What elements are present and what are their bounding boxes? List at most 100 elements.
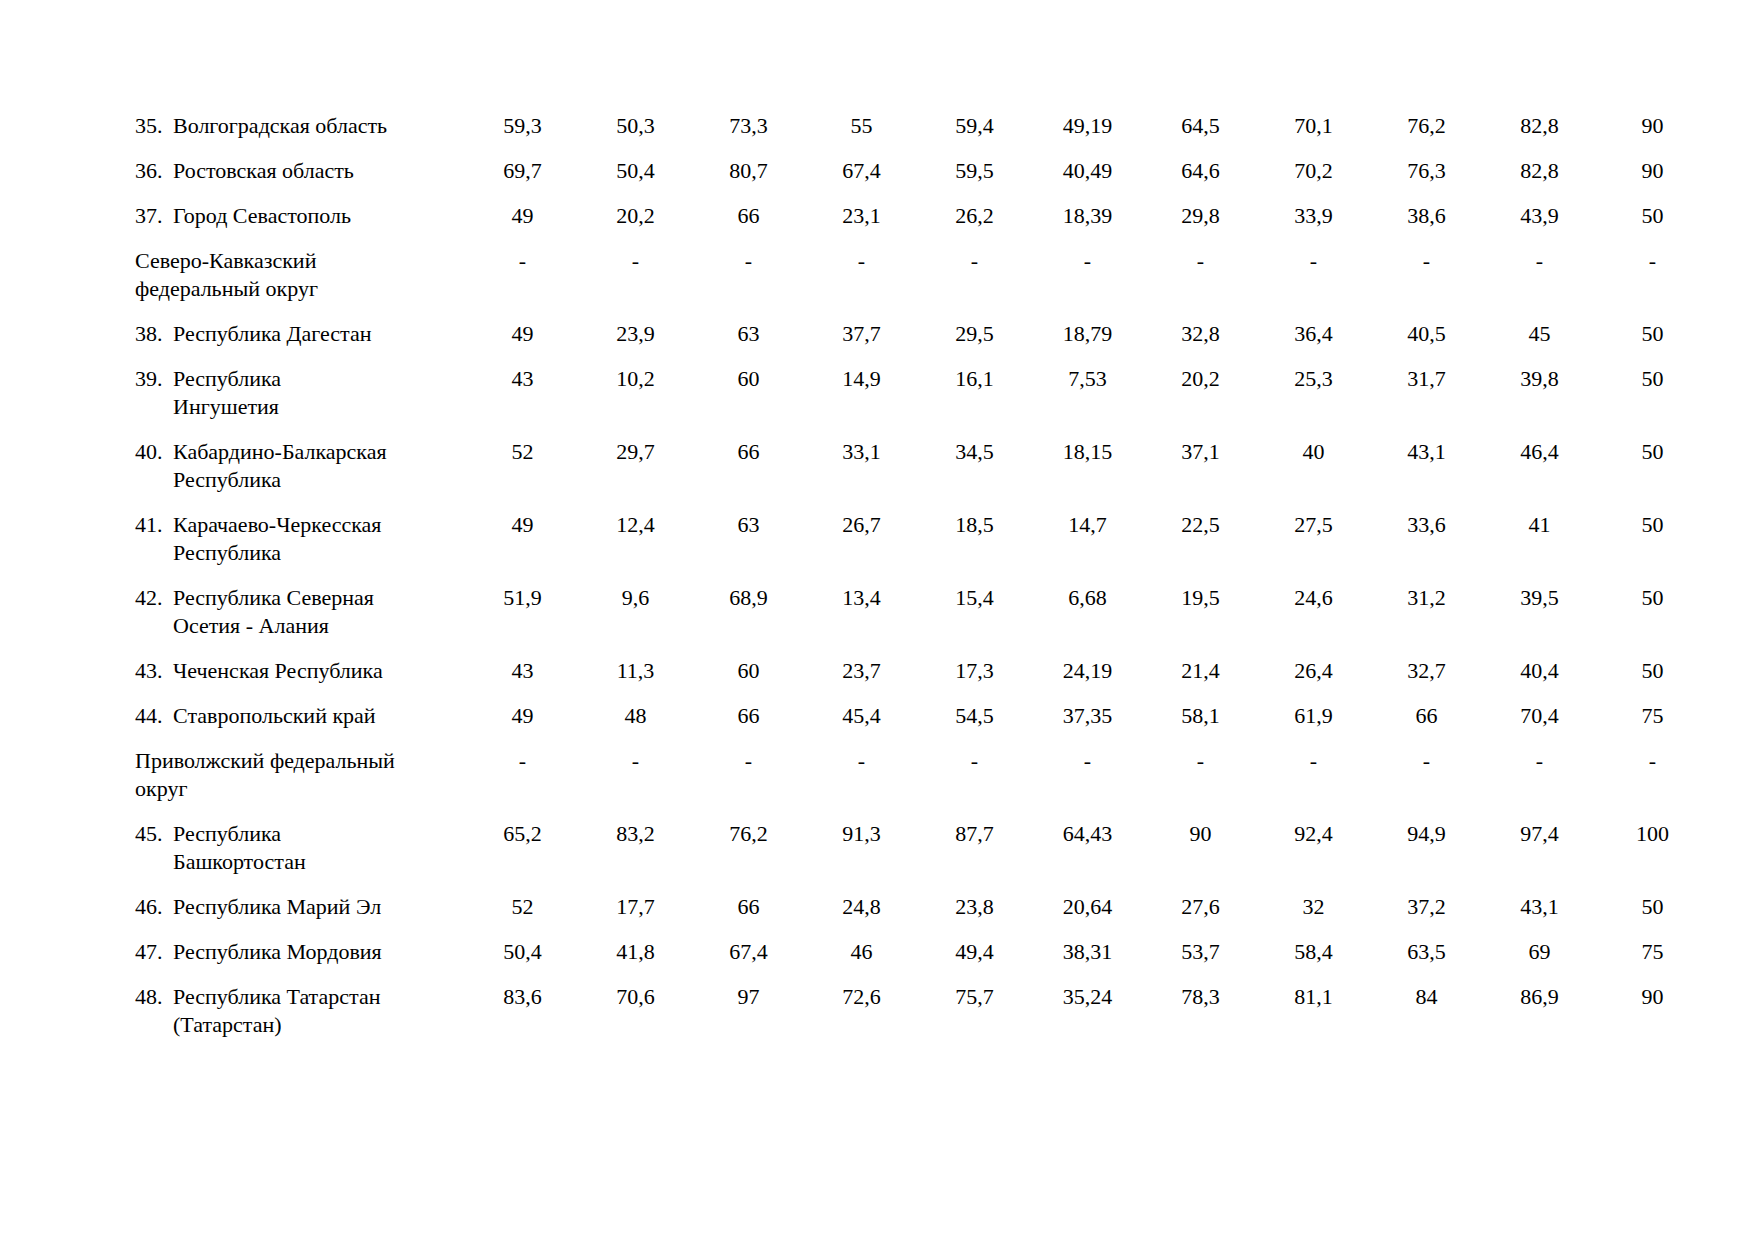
value-cell: 26,4: [1257, 649, 1370, 694]
regions-table: 35.Волгоградская область59,350,373,35559…: [135, 104, 1709, 1048]
value-cell: 84: [1370, 975, 1483, 1048]
value-cell: 24,8: [805, 885, 918, 930]
value-cell: 18,79: [1031, 312, 1144, 357]
value-cell: 64,43: [1031, 812, 1144, 885]
table-row: 48.Республика Татарстан (Татарстан)83,67…: [135, 975, 1709, 1048]
value-cell: 49: [466, 194, 579, 239]
value-cell: 34,5: [918, 430, 1031, 503]
value-cell: 73,3: [692, 104, 805, 149]
table-row: 46.Республика Марий Эл5217,76624,823,820…: [135, 885, 1709, 930]
value-cell: 29,8: [1144, 194, 1257, 239]
value-cell: 35,24: [1031, 975, 1144, 1048]
value-cell: -: [1596, 239, 1709, 312]
value-cell: 92,4: [1257, 812, 1370, 885]
row-number: 39.: [135, 357, 173, 430]
value-cell: 16,1: [918, 357, 1031, 430]
value-cell: 82,8: [1483, 149, 1596, 194]
value-cell: -: [1031, 239, 1144, 312]
value-cell: 50: [1596, 649, 1709, 694]
value-cell: 86,9: [1483, 975, 1596, 1048]
value-cell: 59,4: [918, 104, 1031, 149]
region-name: Республика Марий Эл: [173, 885, 466, 930]
value-cell: 70,1: [1257, 104, 1370, 149]
value-cell: 11,3: [579, 649, 692, 694]
value-cell: 32,8: [1144, 312, 1257, 357]
value-cell: 49: [466, 694, 579, 739]
value-cell: 76,2: [692, 812, 805, 885]
value-cell: 43: [466, 649, 579, 694]
value-cell: 90: [1144, 812, 1257, 885]
row-number: 45.: [135, 812, 173, 885]
value-cell: 63,5: [1370, 930, 1483, 975]
value-cell: 68,9: [692, 576, 805, 649]
value-cell: 50,3: [579, 104, 692, 149]
district-name: Приволжский федеральный округ: [135, 739, 466, 812]
value-cell: 75,7: [918, 975, 1031, 1048]
value-cell: 90: [1596, 975, 1709, 1048]
value-cell: 50,4: [579, 149, 692, 194]
value-cell: 33,1: [805, 430, 918, 503]
value-cell: -: [692, 739, 805, 812]
value-cell: 39,5: [1483, 576, 1596, 649]
value-cell: 48: [579, 694, 692, 739]
value-cell: 27,5: [1257, 503, 1370, 576]
value-cell: 90: [1596, 104, 1709, 149]
table-row: 44.Ставропольский край49486645,454,537,3…: [135, 694, 1709, 739]
value-cell: 50: [1596, 576, 1709, 649]
region-name: Город Севастополь: [173, 194, 466, 239]
value-cell: 37,1: [1144, 430, 1257, 503]
value-cell: 33,9: [1257, 194, 1370, 239]
value-cell: 43: [466, 357, 579, 430]
value-cell: 83,6: [466, 975, 579, 1048]
value-cell: 69: [1483, 930, 1596, 975]
value-cell: 36,4: [1257, 312, 1370, 357]
value-cell: 24,6: [1257, 576, 1370, 649]
regions-table-body: 35.Волгоградская область59,350,373,35559…: [135, 104, 1709, 1048]
value-cell: 17,7: [579, 885, 692, 930]
value-cell: 40,49: [1031, 149, 1144, 194]
table-row: 47.Республика Мордовия50,441,867,44649,4…: [135, 930, 1709, 975]
value-cell: -: [466, 239, 579, 312]
value-cell: 23,9: [579, 312, 692, 357]
value-cell: 76,3: [1370, 149, 1483, 194]
value-cell: 41,8: [579, 930, 692, 975]
district-row: Северо-Кавказский федеральный округ-----…: [135, 239, 1709, 312]
value-cell: 18,15: [1031, 430, 1144, 503]
value-cell: 66: [1370, 694, 1483, 739]
region-name: Республика Северная Осетия - Алания: [173, 576, 466, 649]
value-cell: 75: [1596, 930, 1709, 975]
region-name: Чеченская Республика: [173, 649, 466, 694]
value-cell: -: [1144, 739, 1257, 812]
value-cell: -: [579, 239, 692, 312]
value-cell: 50: [1596, 503, 1709, 576]
value-cell: 45: [1483, 312, 1596, 357]
value-cell: 64,5: [1144, 104, 1257, 149]
value-cell: 63: [692, 312, 805, 357]
region-name: Республика Татарстан (Татарстан): [173, 975, 466, 1048]
value-cell: -: [1596, 739, 1709, 812]
value-cell: -: [805, 739, 918, 812]
value-cell: -: [1257, 739, 1370, 812]
value-cell: 75: [1596, 694, 1709, 739]
value-cell: 20,2: [1144, 357, 1257, 430]
value-cell: 29,7: [579, 430, 692, 503]
row-number: 37.: [135, 194, 173, 239]
value-cell: 94,9: [1370, 812, 1483, 885]
value-cell: 64,6: [1144, 149, 1257, 194]
value-cell: 12,4: [579, 503, 692, 576]
region-name: Республика Ингушетия: [173, 357, 466, 430]
value-cell: 45,4: [805, 694, 918, 739]
value-cell: 97,4: [1483, 812, 1596, 885]
region-name: Волгоградская область: [173, 104, 466, 149]
value-cell: 46,4: [1483, 430, 1596, 503]
value-cell: 41: [1483, 503, 1596, 576]
value-cell: 23,8: [918, 885, 1031, 930]
value-cell: 53,7: [1144, 930, 1257, 975]
value-cell: 37,2: [1370, 885, 1483, 930]
value-cell: 76,2: [1370, 104, 1483, 149]
value-cell: 66: [692, 694, 805, 739]
row-number: 35.: [135, 104, 173, 149]
table-row: 43.Чеченская Республика4311,36023,717,32…: [135, 649, 1709, 694]
table-row: 35.Волгоградская область59,350,373,35559…: [135, 104, 1709, 149]
value-cell: 37,7: [805, 312, 918, 357]
